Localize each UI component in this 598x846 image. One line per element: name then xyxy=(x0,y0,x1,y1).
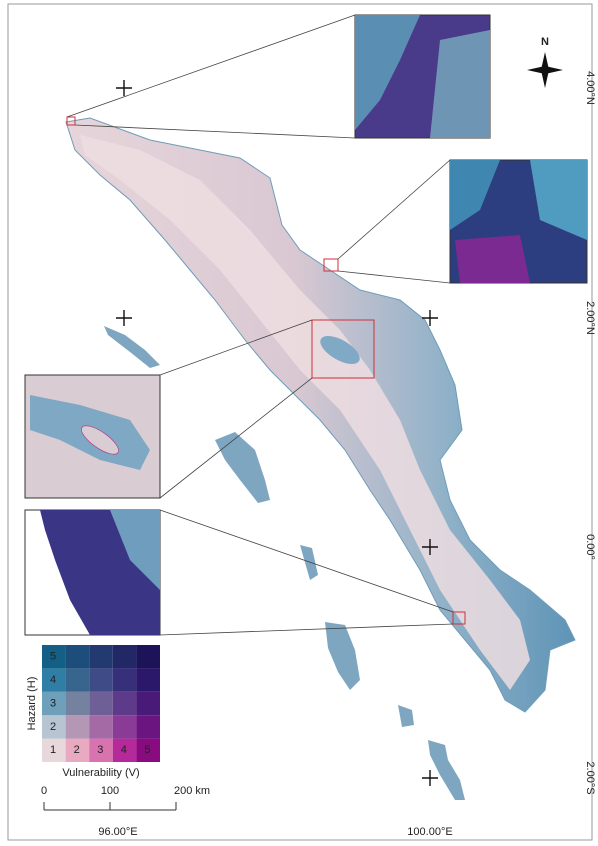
island xyxy=(300,545,318,580)
legend-cell xyxy=(136,715,160,738)
scale-label: 100 xyxy=(101,785,119,797)
map-figure: N 4.00°N 2.00°N 0.00° 2.00°S 96.00°E 100.00°E… xyxy=(0,0,598,846)
legend-cell xyxy=(66,645,90,668)
lat-label: 0.00° xyxy=(584,534,596,560)
leader-line xyxy=(338,271,450,283)
scale-label: 200 km xyxy=(174,785,210,797)
island xyxy=(325,622,360,690)
nias-island xyxy=(215,432,270,503)
legend-cell xyxy=(66,692,90,715)
lat-label: 2.00°N xyxy=(584,301,596,335)
legend-hazard-level: 1 xyxy=(50,744,56,756)
legend-cell xyxy=(136,645,160,668)
legend-vulnerability-level: 5 xyxy=(144,744,150,756)
north-label: N xyxy=(541,36,549,48)
leader-line xyxy=(160,624,453,635)
leader-line xyxy=(160,378,312,498)
legend-y-title: Hazard (H) xyxy=(26,677,38,731)
island xyxy=(398,705,414,727)
legend-cell xyxy=(66,715,90,738)
legend-cell xyxy=(66,668,90,691)
legend-hazard-level: 3 xyxy=(50,697,56,709)
legend-cell xyxy=(89,668,113,691)
legend-cell xyxy=(113,715,137,738)
legend-cell xyxy=(113,692,137,715)
legend-cell xyxy=(113,668,137,691)
lat-label: 2.00°S xyxy=(584,761,596,794)
lon-label: 96.00°E xyxy=(98,826,137,838)
legend-vulnerability-level: 4 xyxy=(121,744,127,756)
island xyxy=(104,326,160,368)
leader-line xyxy=(67,15,355,117)
legend-cell xyxy=(136,668,160,691)
legend-cell xyxy=(136,692,160,715)
legend-vulnerability-level: 2 xyxy=(74,744,80,756)
legend-hazard-level: 2 xyxy=(50,721,56,733)
legend-cell xyxy=(89,715,113,738)
legend-cell xyxy=(89,645,113,668)
leader-line xyxy=(338,160,450,259)
inset-detail xyxy=(455,235,530,283)
lat-label: 4.00°N xyxy=(584,71,596,105)
north-arrow xyxy=(527,52,563,88)
lon-label: 100.00°E xyxy=(407,826,452,838)
legend-hazard-level: 4 xyxy=(50,674,56,686)
legend-vulnerability-level: 3 xyxy=(97,744,103,756)
legend-cell xyxy=(113,645,137,668)
legend-hazard-level: 5 xyxy=(50,651,56,663)
legend-x-title: Vulnerability (V) xyxy=(62,767,139,779)
island xyxy=(428,740,465,800)
legend-cell xyxy=(89,692,113,715)
scale-label: 0 xyxy=(41,785,47,797)
